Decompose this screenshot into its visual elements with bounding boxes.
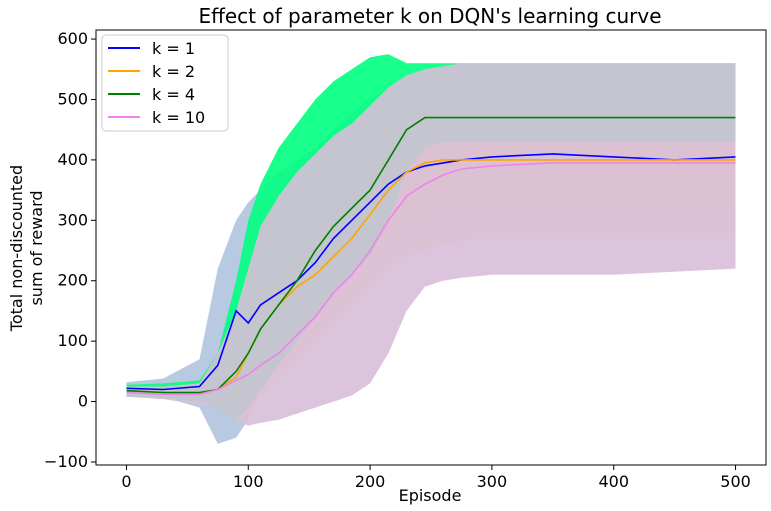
- legend-label-series-2: k = 2: [152, 62, 195, 81]
- x-tick-label: 100: [233, 472, 264, 491]
- y-tick-label: 600: [57, 29, 88, 48]
- y-tick-label: 400: [57, 150, 88, 169]
- legend-label-series-1: k = 1: [152, 39, 195, 58]
- x-axis-ticks: 0 100 200 300 400 500: [121, 465, 751, 491]
- legend-label-series-3: k = 4: [152, 85, 195, 104]
- y-tick-label: −100: [44, 452, 88, 471]
- confidence-bands: [126, 54, 736, 444]
- x-axis-label: Episode: [399, 486, 462, 505]
- y-axis-label-line-2: sum of reward: [27, 190, 46, 305]
- chart-title: Effect of parameter k on DQN's learning …: [198, 4, 661, 28]
- y-tick-label: 200: [57, 271, 88, 290]
- y-tick-label: 500: [57, 89, 88, 108]
- y-axis-ticks: −100 0 100 200 300 400 500 600: [44, 29, 96, 471]
- series-lines: [126, 116, 736, 396]
- legend-label-series-4: k = 10: [152, 108, 205, 127]
- x-tick-label: 300: [477, 472, 508, 491]
- legend-box: [101, 34, 229, 132]
- line-series-4: [126, 162, 736, 396]
- plot-frame: [95, 29, 767, 466]
- x-tick-label: 0: [121, 472, 131, 491]
- y-axis-label-line-1: Total non-discounted: [7, 165, 26, 332]
- x-tick-label: 400: [598, 472, 629, 491]
- y-tick-label: 100: [57, 331, 88, 350]
- band-series-4: [126, 63, 736, 426]
- y-axis-label: Total non-discounted sum of reward: [7, 165, 46, 332]
- line-series-2: [126, 159, 736, 394]
- line-series-3: [126, 116, 736, 394]
- x-tick-label: 500: [720, 472, 751, 491]
- legend: k = 1 k = 2 k = 4 k = 10: [101, 34, 229, 132]
- line-series-1: [126, 153, 736, 391]
- x-tick-label: 200: [355, 472, 386, 491]
- y-tick-label: 0: [78, 392, 88, 411]
- y-tick-label: 300: [57, 210, 88, 229]
